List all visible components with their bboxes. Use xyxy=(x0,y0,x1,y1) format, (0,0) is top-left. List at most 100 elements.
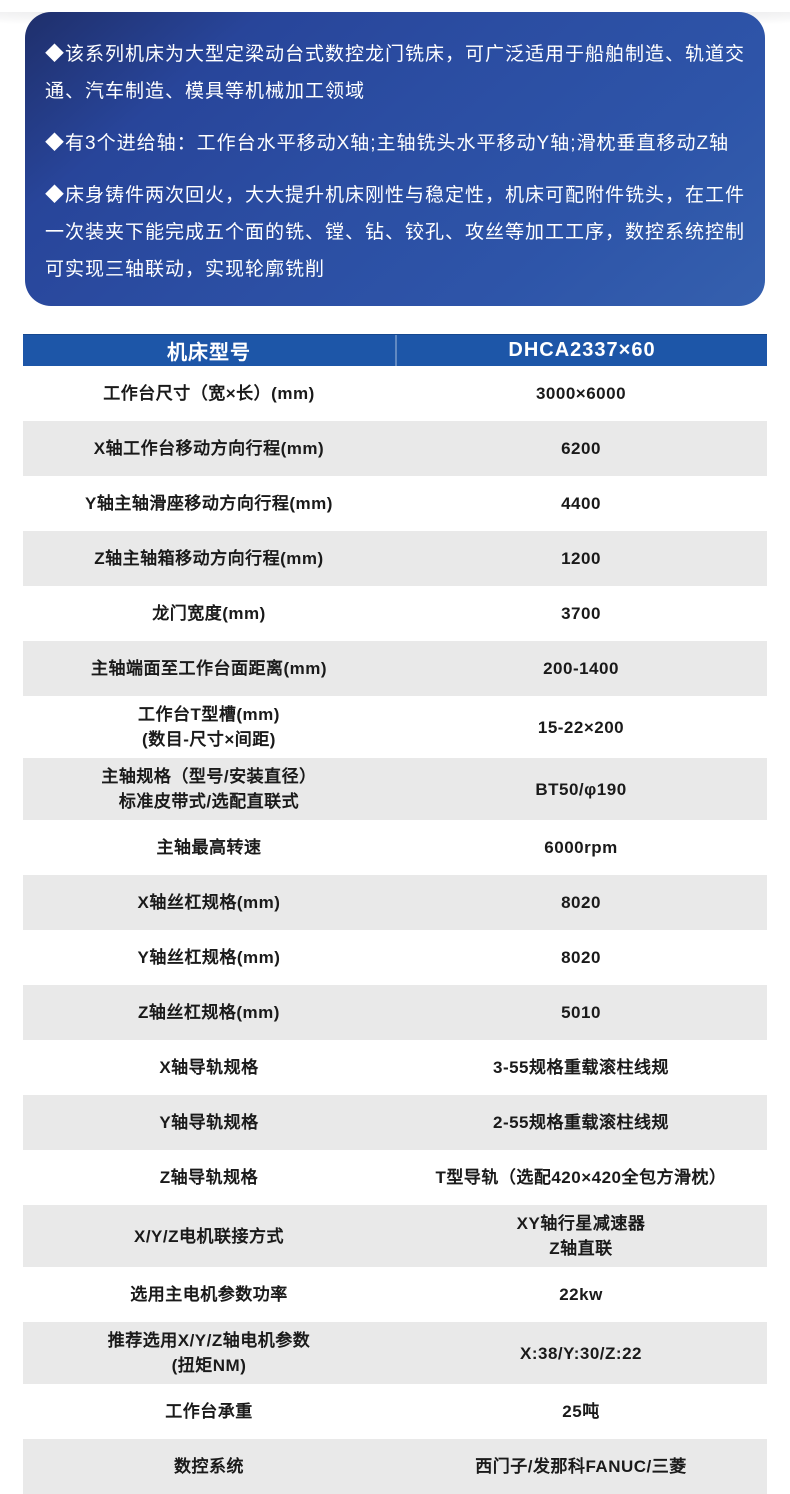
table-row: 工作台T型槽(mm) (数目-尺寸×间距) 15-22×200 xyxy=(23,696,767,758)
spec-label-cell: Z轴主轴箱移动方向行程(mm) xyxy=(23,531,395,586)
spec-label-cell: 数控系统 xyxy=(23,1439,395,1494)
intro-bullet-2: ◆有3个进给轴：工作台水平移动X轴;主轴铣头水平移动Y轴;滑枕垂直移动Z轴 xyxy=(45,133,730,154)
spec-table-header-row: 机床型号 DHCA2337×60 xyxy=(23,334,767,366)
spec-label: X轴导轨规格 xyxy=(159,1058,259,1077)
spec-value-cell: XY轴行星减速器 Z轴直联 xyxy=(395,1205,767,1267)
spec-label-cell: 工作台T型槽(mm) (数目-尺寸×间距) xyxy=(23,696,395,758)
table-row: 数控系统 西门子/发那科FANUC/三菱 xyxy=(23,1439,767,1494)
spec-label: 龙门宽度(mm) xyxy=(152,604,266,623)
intro-bullet-1: ◆该系列机床为大型定梁动台式数控龙门铣床，可广泛适用于船舶制造、轨道交通、汽车制… xyxy=(45,44,746,102)
spec-value: XY轴行星减速器 xyxy=(516,1214,646,1233)
spec-label-cell: 工作台尺寸（宽×长）(mm) xyxy=(23,366,395,421)
spec-value-line2: Z轴直联 xyxy=(549,1239,613,1258)
table-row: X轴丝杠规格(mm) 8020 xyxy=(23,875,767,930)
spec-value-cell: 3000×6000 xyxy=(395,366,767,421)
spec-value-cell: BT50/φ190 xyxy=(395,758,767,820)
spec-value-cell: 西门子/发那科FANUC/三菱 xyxy=(395,1439,767,1494)
table-row: 选用主电机参数功率 22kw xyxy=(23,1267,767,1322)
spec-label: Y轴导轨规格 xyxy=(159,1113,259,1132)
spec-label: 推荐选用X/Y/Z轴电机参数 xyxy=(107,1331,311,1350)
table-row: Z轴主轴箱移动方向行程(mm) 1200 xyxy=(23,531,767,586)
spec-label: X轴丝杠规格(mm) xyxy=(137,893,281,912)
spec-value: 1200 xyxy=(561,549,601,568)
table-row: Y轴丝杠规格(mm) 8020 xyxy=(23,930,767,985)
intro-panel: ◆该系列机床为大型定梁动台式数控龙门铣床，可广泛适用于船舶制造、轨道交通、汽车制… xyxy=(25,12,765,306)
spec-label: 主轴规格（型号/安装直径） xyxy=(101,767,317,786)
spec-table-body: 工作台尺寸（宽×长）(mm) 3000×6000 X轴工作台移动方向行程(mm)… xyxy=(23,366,767,1494)
spec-value-cell: 15-22×200 xyxy=(395,696,767,758)
header-param-column-label: 机床型号 xyxy=(167,342,251,364)
spec-value-cell: 1200 xyxy=(395,531,767,586)
spec-label-cell: X轴丝杠规格(mm) xyxy=(23,875,395,930)
spec-value-cell: 3-55规格重载滚柱线规 xyxy=(395,1040,767,1095)
spec-value-cell: 200-1400 xyxy=(395,641,767,696)
spec-label-cell: Y轴主轴滑座移动方向行程(mm) xyxy=(23,476,395,531)
table-row: X轴导轨规格 3-55规格重载滚柱线规 xyxy=(23,1040,767,1095)
spec-label: 主轴最高转速 xyxy=(156,838,262,857)
spec-table: 机床型号 DHCA2337×60 工作台尺寸（宽×长）(mm) 3000×600… xyxy=(23,334,767,1494)
spec-value: 6200 xyxy=(561,439,601,458)
spec-label-cell: X轴导轨规格 xyxy=(23,1040,395,1095)
table-row: Z轴丝杠规格(mm) 5010 xyxy=(23,985,767,1040)
spec-label-cell: 工作台承重 xyxy=(23,1384,395,1439)
spec-label-cell: 主轴最高转速 xyxy=(23,820,395,875)
table-row: 主轴最高转速 6000rpm xyxy=(23,820,767,875)
table-row: X轴工作台移动方向行程(mm) 6200 xyxy=(23,421,767,476)
header-model-value: DHCA2337×60 xyxy=(395,335,767,366)
spec-label-cell: 主轴规格（型号/安装直径） 标准皮带式/选配直联式 xyxy=(23,758,395,820)
spec-value-cell: 5010 xyxy=(395,985,767,1040)
spec-label: 工作台承重 xyxy=(165,1402,253,1421)
spec-value: 5010 xyxy=(561,1003,601,1022)
spec-value: 8020 xyxy=(561,948,601,967)
spec-value-cell: 8020 xyxy=(395,930,767,985)
spec-label: Z轴导轨规格 xyxy=(159,1168,259,1187)
table-row: 主轴端面至工作台面距离(mm) 200-1400 xyxy=(23,641,767,696)
spec-label: Z轴丝杠规格(mm) xyxy=(138,1003,280,1022)
spec-value: 3000×6000 xyxy=(535,384,627,403)
spec-label: Y轴丝杠规格(mm) xyxy=(137,948,281,967)
spec-value: 15-22×200 xyxy=(537,717,625,737)
spec-label: Y轴主轴滑座移动方向行程(mm) xyxy=(85,494,333,513)
table-row: 工作台承重 25吨 xyxy=(23,1384,767,1439)
table-row: X/Y/Z电机联接方式 XY轴行星减速器 Z轴直联 xyxy=(23,1205,767,1267)
spec-value-cell: 8020 xyxy=(395,875,767,930)
spec-label: 数控系统 xyxy=(174,1457,244,1476)
spec-label-cell: X轴工作台移动方向行程(mm) xyxy=(23,421,395,476)
spec-label-cell: 龙门宽度(mm) xyxy=(23,586,395,641)
spec-label: 工作台T型槽(mm) xyxy=(138,705,280,724)
spec-label: 主轴端面至工作台面距离(mm) xyxy=(90,659,328,678)
spec-value: 3-55规格重载滚柱线规 xyxy=(492,1058,670,1077)
spec-value-cell: 3700 xyxy=(395,586,767,641)
spec-value: 25吨 xyxy=(562,1402,600,1421)
table-row: 推荐选用X/Y/Z轴电机参数 (扭矩NM) X:38/Y:30/Z:22 xyxy=(23,1322,767,1384)
table-row: Z轴导轨规格 T型导轨（选配420×420全包方滑枕） xyxy=(23,1150,767,1205)
spec-label-cell: 选用主电机参数功率 xyxy=(23,1267,395,1322)
spec-label-cell: Z轴导轨规格 xyxy=(23,1150,395,1205)
spec-label: X轴工作台移动方向行程(mm) xyxy=(93,439,325,458)
table-row: 主轴规格（型号/安装直径） 标准皮带式/选配直联式 BT50/φ190 xyxy=(23,758,767,820)
spec-value: 8020 xyxy=(561,893,601,912)
spec-value-cell: 22kw xyxy=(395,1267,767,1322)
table-row: Y轴导轨规格 2-55规格重载滚柱线规 xyxy=(23,1095,767,1150)
intro-bullet-3: ◆床身铸件两次回火，大大提升机床刚性与稳定性，机床可配附件铣头，在工件一次装夹下… xyxy=(45,185,746,280)
spec-label-cell: 主轴端面至工作台面距离(mm) xyxy=(23,641,395,696)
spec-value: 4400 xyxy=(561,494,601,513)
spec-label-line2: (数目-尺寸×间距) xyxy=(142,730,276,749)
spec-value-cell: T型导轨（选配420×420全包方滑枕） xyxy=(395,1150,767,1205)
spec-label-cell: Y轴丝杠规格(mm) xyxy=(23,930,395,985)
spec-label: 工作台尺寸（宽×长）(mm) xyxy=(103,384,315,403)
spec-label-cell: Y轴导轨规格 xyxy=(23,1095,395,1150)
spec-value: T型导轨（选配420×420全包方滑枕） xyxy=(435,1168,727,1187)
spec-label-cell: X/Y/Z电机联接方式 xyxy=(23,1205,395,1267)
table-row: Y轴主轴滑座移动方向行程(mm) 4400 xyxy=(23,476,767,531)
spec-value: 6000rpm xyxy=(544,838,618,857)
spec-label: X/Y/Z电机联接方式 xyxy=(133,1226,284,1246)
spec-value: 22kw xyxy=(559,1285,603,1304)
spec-value: X:38/Y:30/Z:22 xyxy=(520,1343,642,1363)
spec-label-line2: (扭矩NM) xyxy=(171,1356,247,1375)
spec-value: 200-1400 xyxy=(543,659,619,678)
spec-value: 西门子/发那科FANUC/三菱 xyxy=(475,1457,687,1476)
spec-value-cell: 2-55规格重载滚柱线规 xyxy=(395,1095,767,1150)
spec-value: 3700 xyxy=(561,604,601,623)
spec-label-cell: 推荐选用X/Y/Z轴电机参数 (扭矩NM) xyxy=(23,1322,395,1384)
